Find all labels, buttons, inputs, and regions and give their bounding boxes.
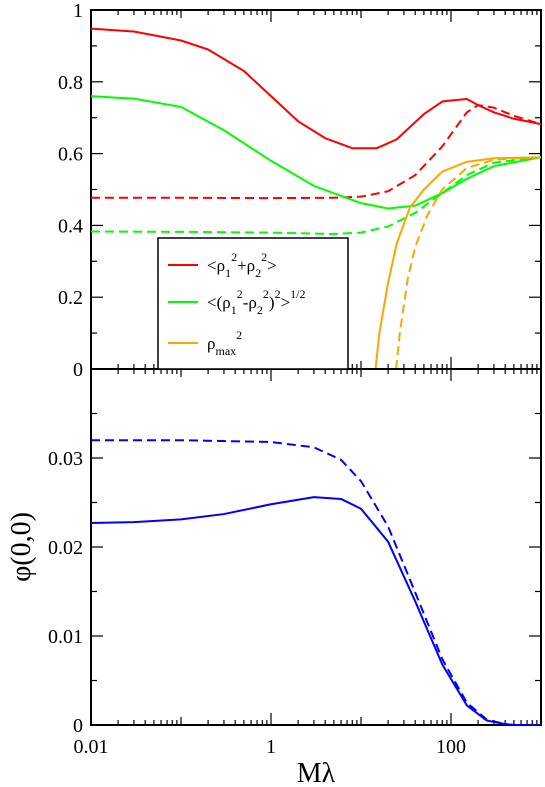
top-y-tick-label: 0.2 [58,287,83,309]
legend-superscript: 2 [263,287,269,301]
bottom-y-tick-label: 0.03 [48,448,83,470]
x-tick-label: 0.01 [74,736,109,758]
legend-text-part: ) [269,293,275,312]
top-series-0-solid [91,27,541,150]
legend-subscript: 1 [225,266,231,280]
top-series-1-dashed [91,104,541,200]
legend-subscript: 2 [255,266,261,280]
top-y-tick-label: 0.4 [58,215,83,237]
legend-superscript: 2 [275,287,281,301]
bottom-y-tick-label: 0 [73,715,83,737]
bottom-series-1-dashed [91,439,541,725]
legend-text-part: +ρ [237,256,255,275]
legend-superscript: 2 [231,250,237,264]
top-series-4-solid [374,156,541,369]
bottom-frame [90,368,542,726]
top-y-tick-label: 1 [73,0,83,22]
bottom-y-tick-label: 0.01 [48,626,83,648]
legend-subscript: 1 [231,303,237,317]
legend-text-part: > [281,293,291,312]
top-series-5-dashed [395,156,541,369]
legend-superscript: 2 [237,287,243,301]
bottom-panel: 00.010.020.030.01 1 100 [48,368,542,758]
top-y-tick-label: 0.8 [58,72,83,94]
top-series-2-solid [91,95,541,210]
legend-text-part: > [267,256,277,275]
legend-superscript: 1/2 [290,287,305,301]
legend-superscript: 2 [261,250,267,264]
legend-label-2: ρmax2 [207,328,242,358]
top-y-tick-label: 0.6 [58,144,83,166]
legend-text-part: <ρ [207,256,225,275]
legend-text-part: <(ρ [207,293,231,312]
legend-superscript: 2 [236,328,242,342]
x-axis-label: Mλ [297,758,336,787]
legend-box [157,237,349,370]
bottom-series-0-solid [91,496,541,725]
x-tick-label: 1 [266,736,276,758]
top-y-tick-label: 0 [73,359,83,381]
legend-subscript: max [215,344,236,358]
legend-label-1: <(ρ12-ρ22)2>1/2 [207,287,306,317]
y-axis-label: φ(0,0) [6,512,37,582]
legend-text-part: -ρ [243,293,257,312]
legend-subscript: 2 [257,303,263,317]
x-tick-label: 100 [436,736,466,758]
top-series-3-dashed [91,156,541,236]
legend-label-0: <ρ12+ρ22> [207,250,277,280]
legend-text-part: ρ [207,334,215,353]
bottom-y-tick-label: 0.02 [48,537,83,559]
